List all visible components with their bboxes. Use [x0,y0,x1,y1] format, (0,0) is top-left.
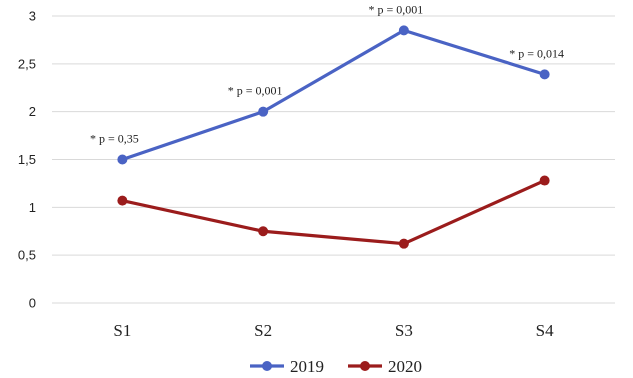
p-value-annotation: * p = 0,014 [509,46,564,60]
p-value-annotation: * p = 0,001 [228,84,283,98]
legend: 2019 2020 [250,357,422,376]
legend-marker-2019 [262,361,272,371]
y-axis: 0 0,5 1 1,5 2 2,5 3 [18,9,36,311]
x-tick-label: S2 [254,321,272,340]
data-point-2019 [258,106,269,117]
y-tick-label: 0 [29,296,36,311]
y-tick-label: 0,5 [18,248,36,263]
data-point-2020 [539,175,550,186]
y-tick-label: 2,5 [18,56,36,71]
data-point-2020 [258,226,269,237]
series-line-2019 [120,28,547,162]
data-point-2019 [117,154,128,165]
x-axis: S1 S2 S3 S4 [113,321,554,340]
data-point-2020 [398,238,409,249]
p-value-annotation: * p = 0,35 [90,132,139,146]
legend-label-2019: 2019 [290,357,324,376]
x-tick-label: S4 [536,321,554,340]
annotations: * p = 0,35 * p = 0,001 * p = 0,001 * p = 0,… [90,2,564,145]
data-point-2019 [539,69,550,80]
p-value-annotation: * p = 0,001 [368,2,423,16]
legend-marker-2020 [360,361,370,371]
y-tick-label: 3 [29,9,36,24]
x-tick-label: S3 [395,321,413,340]
y-tick-label: 1,5 [18,152,36,167]
data-point-2020 [117,195,128,206]
y-tick-label: 1 [29,200,36,215]
series-lines [117,25,550,249]
series-line-2020 [120,178,547,246]
data-point-2019 [398,25,409,36]
legend-label-2020: 2020 [388,357,422,376]
y-tick-label: 2 [29,104,36,119]
x-tick-label: S1 [113,321,131,340]
